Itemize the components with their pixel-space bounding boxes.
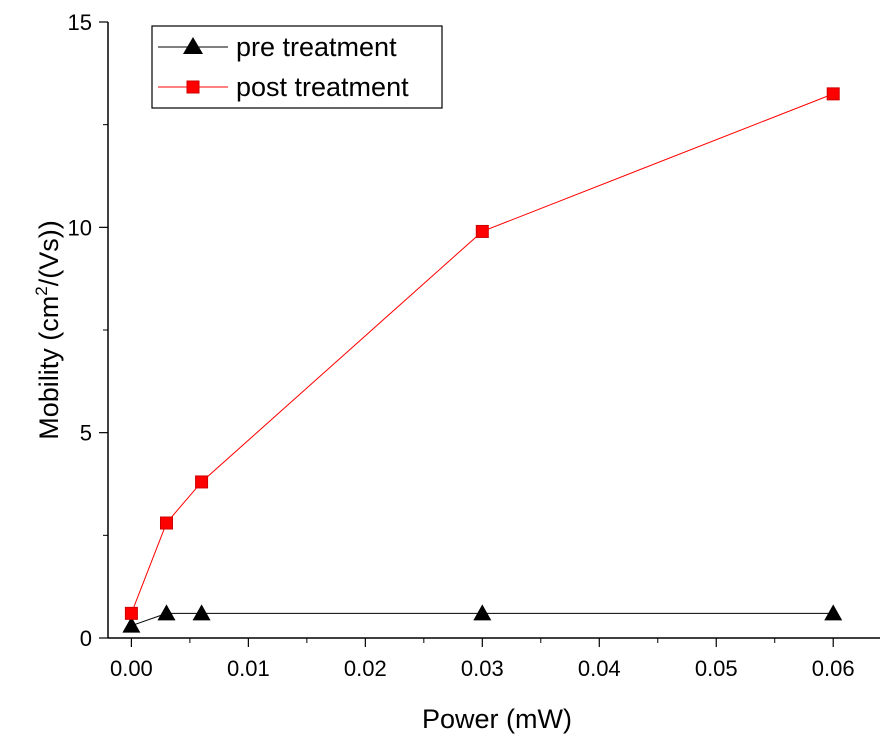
data-point-square: [826, 87, 840, 101]
y-tick-label: 0: [80, 626, 92, 651]
legend-marker-pre-treatment: [183, 37, 203, 54]
x-tick-label: 0.06: [812, 656, 855, 681]
axes: [107, 22, 880, 639]
series-0: [122, 604, 843, 633]
data-point-triangle: [192, 604, 211, 621]
legend-label-pre-treatment: pre treatment: [236, 32, 397, 62]
y-ticks: 0 5 10 15: [68, 10, 108, 651]
x-tick-label: 0.01: [227, 656, 270, 681]
legend-box: [151, 25, 443, 109]
x-ticks: 0.00 0.01 0.02 0.03 0.04 0.05 0.06: [110, 638, 855, 681]
legend: pre treatment post treatment: [151, 25, 443, 109]
data-point-triangle: [824, 604, 843, 621]
legend-label-post-treatment: post treatment: [236, 72, 409, 102]
x-axis-title: Power (mW): [422, 704, 572, 734]
y-axis-title-main: Mobility (cm: [34, 296, 64, 440]
data-point-triangle: [473, 604, 492, 621]
legend-marker-post-treatment: [186, 80, 200, 94]
x-tick-label: 0.03: [461, 656, 504, 681]
x-tick-label: 0.00: [110, 656, 153, 681]
y-axis-title: Mobility (cm2/(Vs)): [32, 220, 64, 439]
series-line: [130, 93, 834, 614]
y-tick-label: 15: [68, 10, 92, 35]
x-tick-label: 0.04: [578, 656, 621, 681]
data-point-triangle: [157, 604, 176, 621]
series-1: [124, 87, 840, 620]
y-axis-title-tail: /(Vs)): [34, 220, 64, 286]
x-tick-label: 0.05: [695, 656, 738, 681]
data-point-square: [475, 224, 489, 238]
y-tick-label: 10: [68, 215, 92, 240]
x-tick-label: 0.02: [344, 656, 387, 681]
data-point-square: [159, 516, 173, 530]
data-point-triangle: [122, 616, 141, 633]
y-axis-title-superscript: 2: [32, 286, 51, 295]
data-point-square: [195, 475, 209, 489]
data-point-square: [124, 606, 138, 620]
y-tick-label: 5: [80, 421, 92, 446]
series-layer: [122, 87, 843, 633]
